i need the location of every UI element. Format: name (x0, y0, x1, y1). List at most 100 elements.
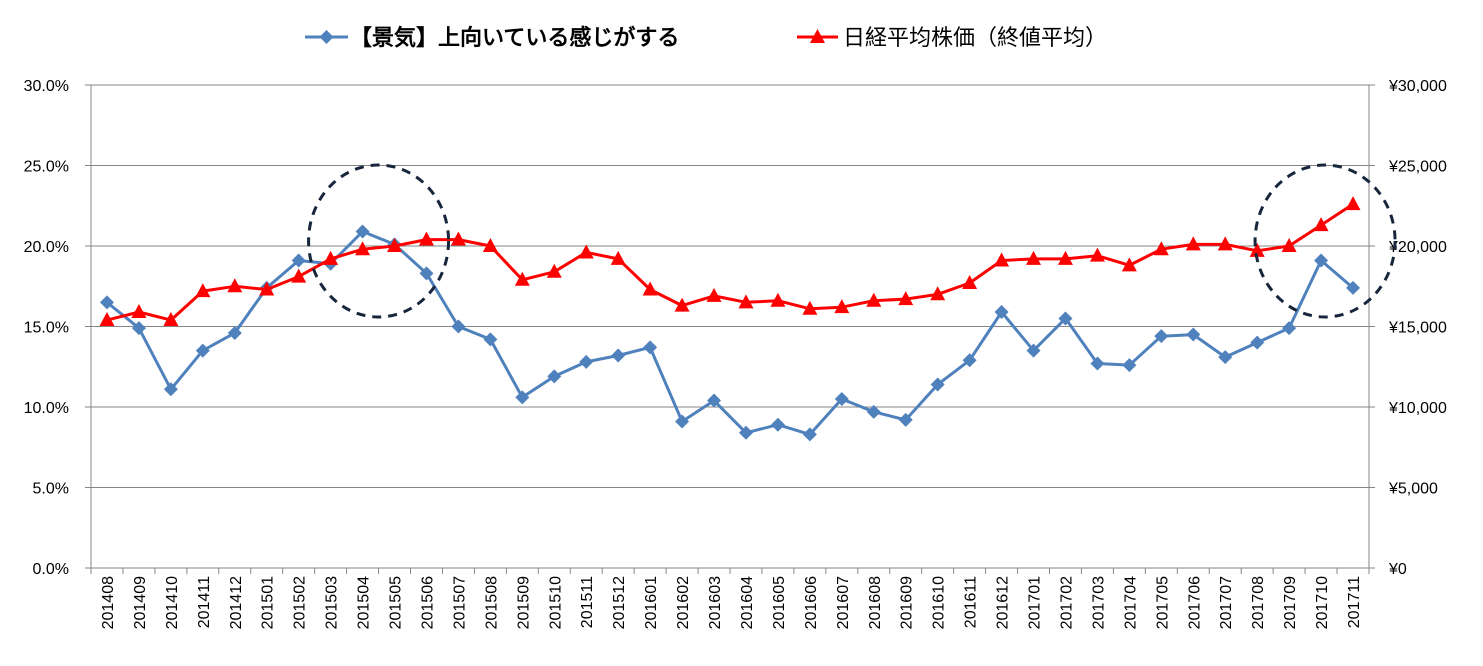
data-point-series-2 (706, 287, 722, 302)
data-point-series-1 (1122, 358, 1137, 373)
legend: 【景気】上向いている感じがする 日経平均株価（終値平均） (305, 25, 1107, 51)
data-point-series-2 (514, 271, 530, 286)
x-tick-label: 201501 (260, 576, 277, 629)
data-point-series-2 (1089, 247, 1105, 262)
data-point-series-1 (643, 340, 658, 355)
y-left-tick-label: 20.0% (24, 239, 69, 256)
data-point-series-1 (1090, 356, 1105, 371)
x-tick-label: 201505 (388, 576, 405, 629)
y-right-tick-label: ¥15,000 (1388, 320, 1447, 337)
data-point-series-2 (674, 297, 690, 312)
x-tick-label: 201611 (963, 576, 980, 628)
x-tick-label: 201510 (547, 576, 564, 629)
data-point-series-2 (1153, 241, 1169, 256)
x-tick-label: 201710 (1314, 576, 1331, 629)
x-tick-label: 201512 (611, 576, 628, 629)
y-right-tick-label: ¥20,000 (1388, 239, 1447, 256)
data-point-series-2 (291, 268, 307, 283)
y-right-tick-label: ¥30,000 (1388, 78, 1447, 95)
data-point-series-2 (195, 283, 211, 298)
data-point-series-1 (227, 325, 242, 340)
data-point-series-1 (898, 412, 913, 427)
data-point-series-1 (770, 417, 785, 432)
data-point-series-2 (1249, 242, 1265, 257)
series-line-2 (106, 202, 1354, 322)
data-point-series-1 (1218, 350, 1233, 365)
data-point-series-2 (898, 291, 914, 306)
x-tick-label: 201703 (1090, 576, 1107, 629)
data-point-series-1 (1314, 253, 1329, 268)
data-point-series-2 (738, 294, 754, 309)
y-left-tick-label: 0.0% (33, 561, 69, 578)
data-point-series-2 (418, 231, 434, 246)
y-right-tick-label: ¥0 (1388, 561, 1407, 578)
data-point-series-1 (291, 253, 306, 268)
data-point-series-1 (1250, 335, 1265, 350)
x-tick-label: 201502 (292, 576, 309, 629)
data-point-series-1 (930, 377, 945, 392)
data-point-series-2 (930, 286, 946, 301)
data-point-series-2 (866, 292, 882, 307)
x-tick-label: 201412 (228, 576, 245, 629)
data-point-series-1 (99, 295, 114, 310)
x-tick-label: 201508 (483, 576, 500, 629)
y-left-tick-label: 5.0% (33, 481, 69, 498)
data-point-series-2 (546, 263, 562, 278)
data-point-series-2 (259, 281, 275, 296)
data-point-series-2 (1345, 196, 1361, 211)
data-point-series-2 (387, 238, 403, 252)
plot-area: 0.0% ¥0 5.0% ¥5,000 10.0% ¥10,000 15.0% ¥15,000… (24, 78, 1447, 629)
data-point-series-2 (131, 304, 147, 319)
data-point-series-2 (610, 250, 626, 265)
x-tick-label: 201609 (899, 576, 916, 629)
y-left-tick-label: 10.0% (24, 400, 69, 417)
data-point-series-2 (1121, 257, 1137, 272)
data-point-series-2 (1313, 217, 1329, 232)
data-point-series-2 (1185, 236, 1201, 251)
x-tick-label: 201411 (196, 576, 213, 628)
legend-label-series-1: 【景気】上向いている感じがする (350, 25, 679, 51)
legend-item-series-2: 日経平均株価（終値平均） (797, 26, 1107, 51)
data-point-series-1 (1282, 321, 1297, 336)
data-point-series-1 (419, 266, 434, 281)
data-point-series-1 (1346, 280, 1361, 295)
data-point-series-1 (163, 382, 178, 397)
x-tick-label: 201702 (1058, 576, 1075, 629)
data-point-series-2 (834, 299, 850, 314)
data-point-series-1 (802, 427, 817, 442)
data-point-series-2 (323, 250, 339, 265)
x-tick-label: 201504 (356, 576, 373, 629)
x-tick-label: 201612 (995, 576, 1012, 629)
data-point-series-2 (802, 300, 818, 315)
data-point-series-1 (994, 305, 1009, 320)
x-tick-label: 201503 (324, 576, 341, 629)
legend-label-series-2: 日経平均株価（終値平均） (843, 26, 1107, 51)
y-left-tick-label: 15.0% (24, 320, 69, 337)
x-tick-label: 201704 (1122, 576, 1139, 629)
x-tick-label: 201506 (419, 576, 436, 629)
data-point-series-1 (579, 354, 594, 369)
x-tick-label: 201709 (1282, 576, 1299, 629)
data-point-series-2 (994, 252, 1010, 267)
data-point-series-1 (834, 391, 849, 406)
data-point-series-2 (578, 244, 594, 259)
legend-marker-diamond (319, 30, 334, 44)
data-point-series-1 (1154, 329, 1169, 344)
data-point-series-2 (482, 238, 498, 252)
highlight-circle (307, 163, 451, 319)
x-tick-label: 201701 (1027, 576, 1044, 629)
data-point-series-2 (450, 231, 466, 246)
data-point-series-1 (1186, 327, 1201, 342)
data-point-series-1 (866, 404, 881, 419)
x-tick-label: 201410 (164, 576, 181, 629)
x-tick-label: 201708 (1250, 576, 1267, 629)
x-tick-label: 201507 (451, 576, 468, 629)
data-point-series-1 (738, 425, 753, 440)
y-left-tick-label: 30.0% (24, 78, 69, 95)
data-point-series-2 (163, 312, 179, 327)
data-point-series-1 (195, 343, 210, 358)
data-point-series-1 (355, 224, 370, 239)
x-tick-label: 201604 (739, 576, 756, 629)
data-point-series-1 (611, 348, 626, 363)
